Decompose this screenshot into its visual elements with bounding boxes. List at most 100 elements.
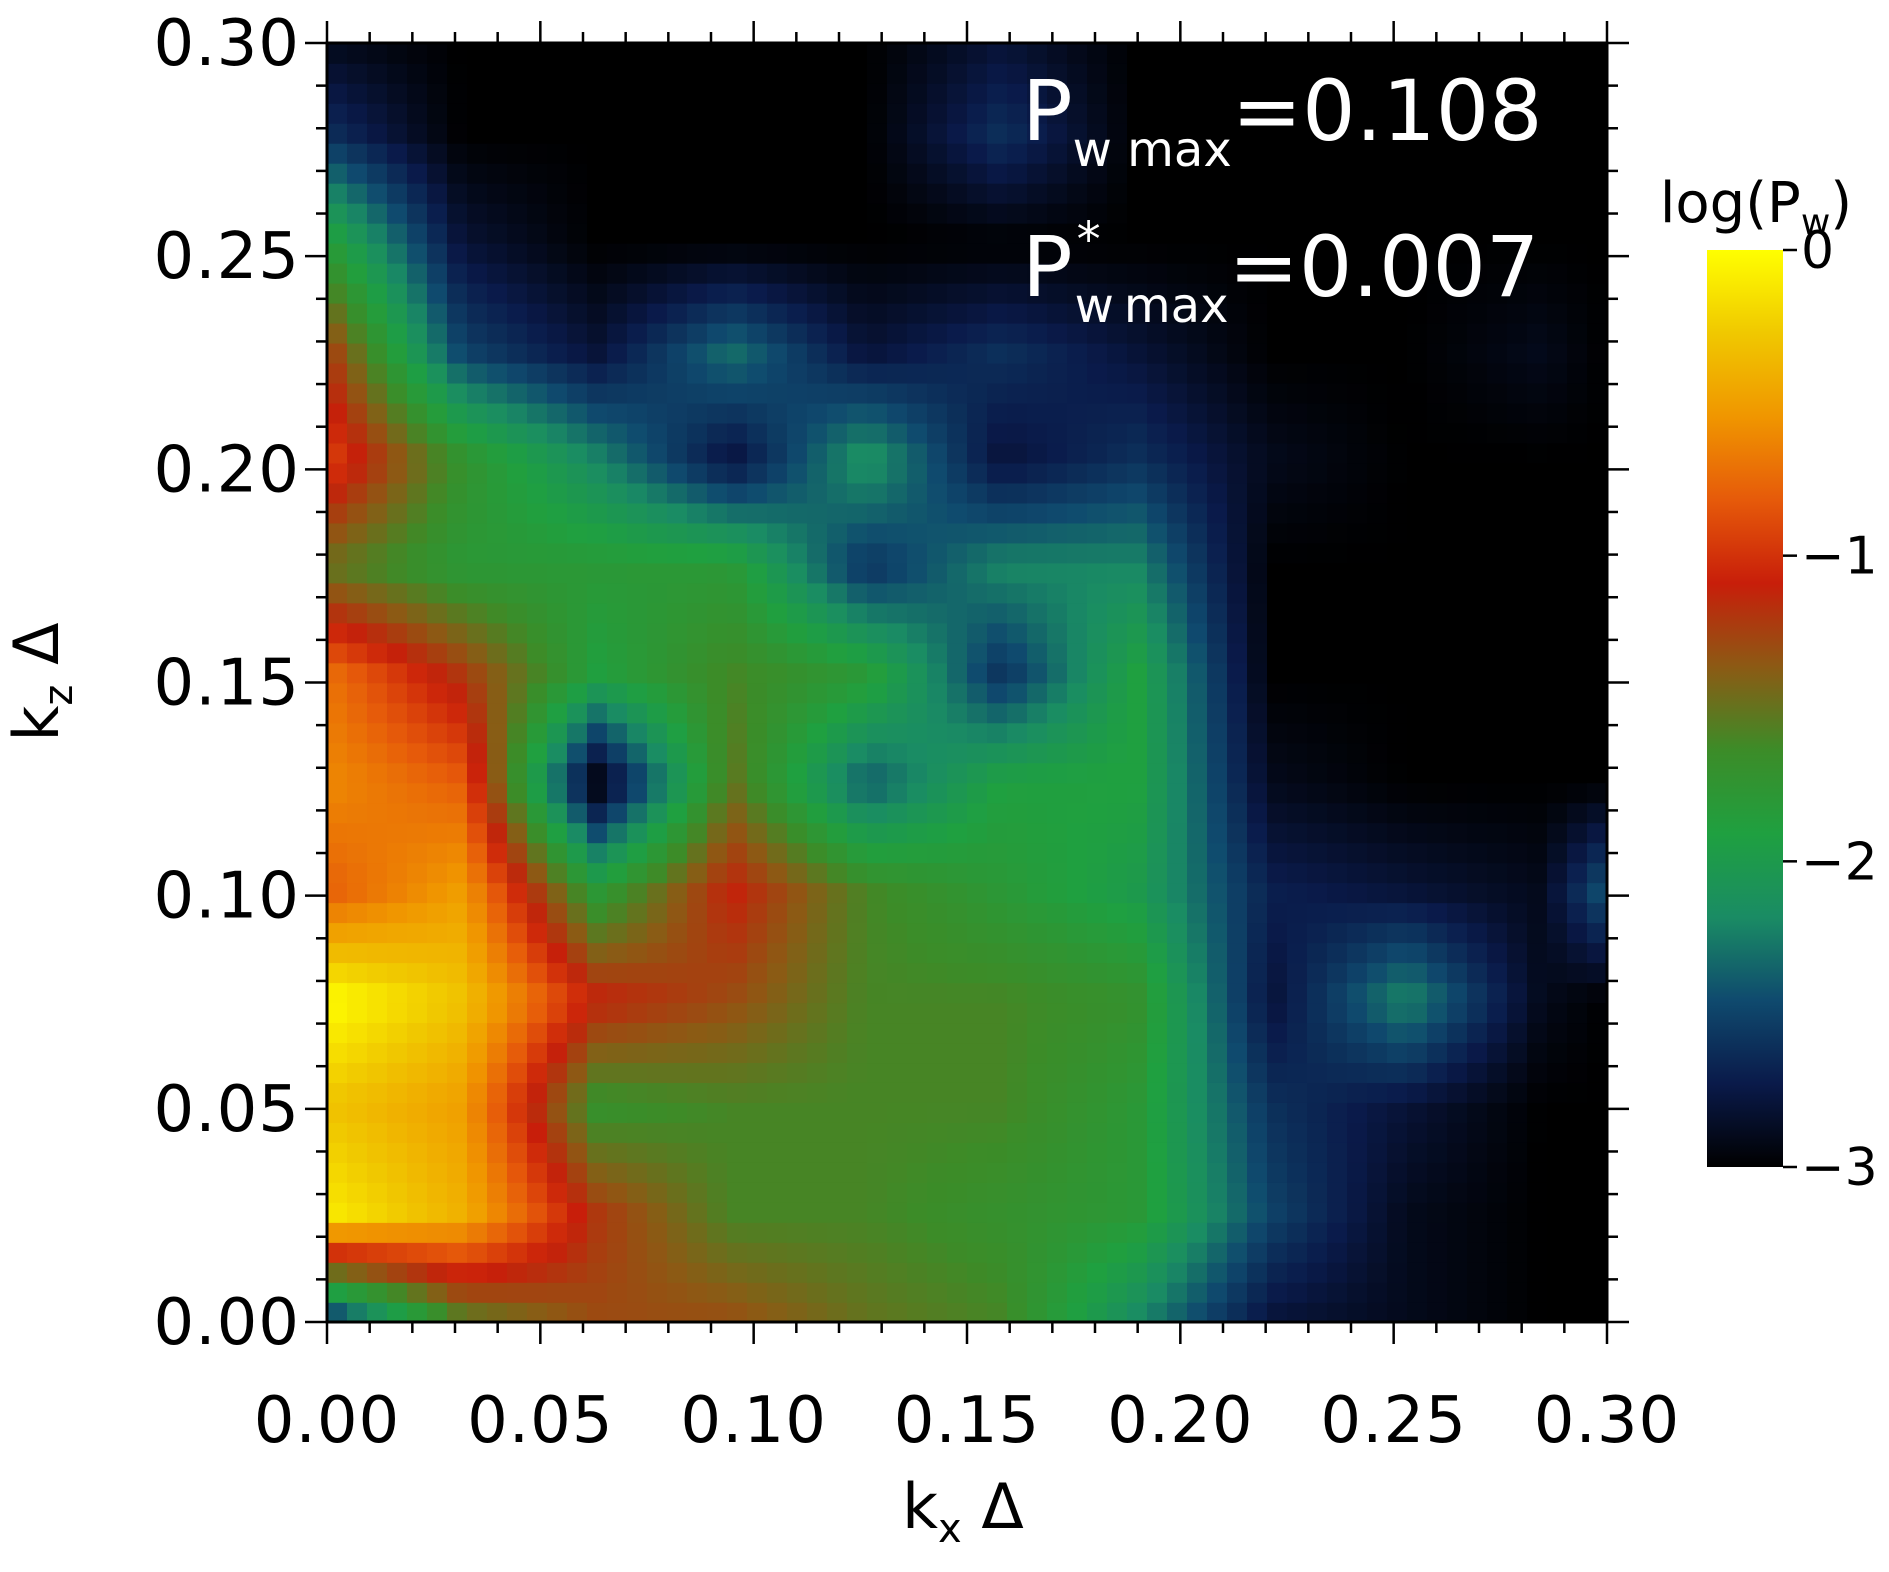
heatmap-cell: [867, 882, 888, 904]
heatmap-cell: [347, 842, 368, 864]
heatmap-cell: [1327, 1022, 1348, 1044]
heatmap-cell: [1067, 302, 1088, 324]
heatmap-cell: [1067, 142, 1088, 164]
heatmap-cell: [387, 282, 408, 304]
heatmap-cell: [947, 962, 968, 984]
heatmap-cell: [567, 622, 588, 644]
heatmap-cell: [767, 722, 788, 744]
heatmap-cell: [1247, 402, 1268, 424]
heatmap-cell: [1127, 562, 1148, 584]
heatmap-cell: [1207, 982, 1228, 1004]
heatmap-cell: [807, 1062, 828, 1083]
heatmap-cell: [547, 1122, 568, 1143]
heatmap-cell: [867, 1142, 888, 1163]
heatmap-cell: [1067, 702, 1088, 724]
heatmap-cell: [1347, 842, 1368, 864]
heatmap-cell: [1407, 402, 1428, 424]
heatmap-cell: [947, 1002, 968, 1024]
heatmap-cell: [1327, 862, 1348, 884]
heatmap-cell: [1407, 222, 1428, 244]
heatmap-cell: [927, 642, 948, 664]
heatmap-cell: [867, 622, 888, 644]
heatmap-cell: [447, 1002, 468, 1024]
heatmap-cell: [1347, 1202, 1368, 1223]
heatmap-cell: [1247, 202, 1268, 224]
heatmap-cell: [1467, 702, 1488, 724]
heatmap-cell: [527, 702, 548, 724]
heatmap-cell: [907, 1102, 928, 1123]
heatmap-cell: [1087, 1082, 1108, 1103]
heatmap-cell: [647, 222, 668, 244]
heatmap-cell: [867, 43, 888, 64]
heatmap-cell: [1487, 702, 1508, 724]
heatmap-cell: [1287, 642, 1308, 664]
heatmap-cell: [1247, 782, 1268, 804]
heatmap-cell: [1287, 822, 1308, 844]
heatmap-cell: [567, 862, 588, 884]
heatmap-cell: [1287, 1022, 1308, 1044]
heatmap-cell: [1087, 942, 1108, 964]
heatmap-cell: [1227, 1042, 1248, 1064]
heatmap-cell: [1527, 1062, 1548, 1083]
heatmap-cell: [467, 662, 488, 684]
heatmap-cell: [1087, 342, 1108, 364]
heatmap-cell: [667, 1162, 688, 1183]
heatmap-cell: [1447, 602, 1468, 624]
heatmap-cell: [407, 402, 428, 424]
heatmap-cell: [927, 802, 948, 824]
heatmap-cell: [827, 1242, 848, 1263]
heatmap-cell: [1107, 902, 1128, 924]
heatmap-cell: [1407, 1102, 1428, 1123]
heatmap-cell: [987, 1062, 1008, 1083]
heatmap-cell: [1587, 1162, 1607, 1183]
heatmap-cell: [347, 902, 368, 924]
heatmap-cell: [1047, 502, 1068, 524]
heatmap-cell: [1587, 1262, 1607, 1283]
heatmap-cell: [327, 242, 348, 264]
heatmap-cell: [1367, 302, 1388, 324]
heatmap-cell: [1327, 222, 1348, 244]
heatmap-cell: [627, 1182, 648, 1203]
heatmap-cell: [947, 782, 968, 804]
heatmap-cell: [927, 382, 948, 404]
heatmap-cell: [1527, 1242, 1548, 1263]
heatmap-cell: [407, 122, 428, 144]
heatmap-cell: [327, 1142, 348, 1163]
heatmap-cell: [1187, 942, 1208, 964]
heatmap-cell: [347, 43, 368, 64]
heatmap-cell: [1147, 302, 1168, 324]
heatmap-cell: [1307, 1202, 1328, 1223]
heatmap-cell: [627, 1082, 648, 1103]
heatmap-cell: [587, 262, 608, 284]
heatmap-cell: [1267, 1282, 1288, 1303]
heatmap-cell: [1347, 982, 1368, 1004]
heatmap-cell: [607, 1082, 628, 1103]
heatmap-cell: [1487, 882, 1508, 904]
heatmap-cell: [707, 1182, 728, 1203]
heatmap-cell: [887, 1222, 908, 1243]
heatmap-cell: [1527, 1162, 1548, 1183]
heatmap-cell: [727, 802, 748, 824]
heatmap-cell: [607, 622, 628, 644]
heatmap-cell: [367, 942, 388, 964]
heatmap-cell: [867, 982, 888, 1004]
heatmap-cell: [907, 1022, 928, 1044]
heatmap-cell: [1547, 602, 1568, 624]
heatmap-cell: [447, 282, 468, 304]
heatmap-cell: [647, 182, 668, 204]
heatmap-cell: [367, 222, 388, 244]
heatmap-cell: [647, 522, 668, 544]
heatmap-cell: [1567, 502, 1588, 524]
heatmap-cell: [427, 562, 448, 584]
heatmap-cell: [1567, 942, 1588, 964]
heatmap-cell: [987, 202, 1008, 224]
heatmap-cell: [1367, 322, 1388, 344]
heatmap-cell: [887, 382, 908, 404]
heatmap-cell: [847, 582, 868, 604]
heatmap-cell: [1087, 1022, 1108, 1044]
heatmap-cell: [847, 502, 868, 524]
heatmap-cell: [667, 562, 688, 584]
heatmap-cell: [1107, 282, 1128, 304]
heatmap-cell: [747, 742, 768, 764]
heatmap-cell: [1467, 1222, 1488, 1243]
